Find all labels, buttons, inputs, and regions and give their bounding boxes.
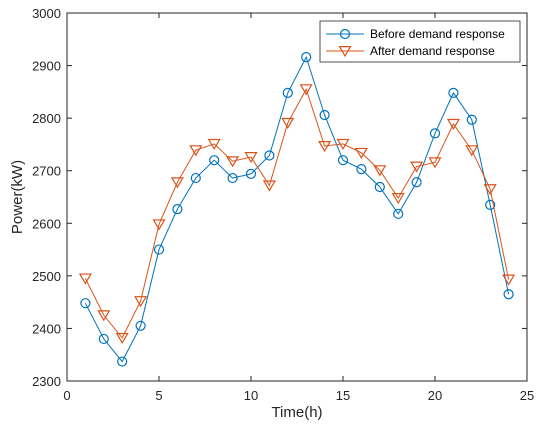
data-point bbox=[301, 52, 312, 63]
data-point bbox=[78, 273, 92, 285]
data-point bbox=[391, 193, 405, 205]
x-tick-label: 20 bbox=[428, 388, 442, 403]
x-tick-label: 15 bbox=[336, 388, 350, 403]
series-line bbox=[84, 55, 510, 363]
y-tick-label: 2300 bbox=[32, 374, 61, 389]
y-axis-title: Power(kW) bbox=[9, 160, 26, 234]
data-point bbox=[466, 114, 477, 125]
data-point bbox=[209, 155, 220, 166]
data-point bbox=[264, 150, 275, 161]
data-point bbox=[319, 109, 330, 121]
data-point bbox=[226, 156, 240, 168]
series-1 bbox=[78, 84, 516, 345]
y-tick-label: 3000 bbox=[32, 6, 61, 21]
legend: Before demand response After demand resp… bbox=[319, 20, 521, 63]
data-point bbox=[483, 184, 497, 196]
data-point bbox=[318, 141, 332, 153]
data-point bbox=[356, 164, 367, 175]
data-point bbox=[245, 168, 257, 179]
data-point bbox=[485, 199, 496, 210]
data-point bbox=[354, 147, 368, 159]
data-point bbox=[446, 118, 460, 131]
data-point bbox=[170, 177, 184, 189]
data-point bbox=[281, 117, 295, 130]
data-point bbox=[135, 320, 146, 331]
data-point bbox=[503, 289, 514, 300]
data-point bbox=[465, 145, 479, 157]
data-point bbox=[337, 155, 349, 166]
x-tick-label: 5 bbox=[155, 388, 162, 403]
series-0 bbox=[80, 52, 514, 367]
y-tick-label: 2400 bbox=[32, 321, 61, 336]
y-tick-label: 2900 bbox=[32, 59, 61, 74]
data-point bbox=[410, 161, 424, 173]
x-tick-label: 0 bbox=[63, 388, 70, 403]
data-point bbox=[98, 333, 109, 345]
data-point bbox=[282, 87, 293, 99]
data-point bbox=[115, 332, 129, 345]
ticks: 0 5 10 15 20 25 2300 2400 2500 2600 2700 2800 2900 30… bbox=[32, 6, 534, 403]
data-point bbox=[393, 208, 404, 219]
y-tick-label: 2800 bbox=[32, 111, 61, 126]
legend-marker-shape bbox=[338, 45, 352, 58]
data-point bbox=[134, 296, 148, 308]
y-tick-label: 2600 bbox=[32, 216, 61, 231]
data-point bbox=[262, 180, 276, 192]
legend-marker-before bbox=[339, 28, 351, 40]
x-tick-label: 10 bbox=[244, 388, 258, 403]
data-point bbox=[411, 177, 422, 188]
data-point bbox=[189, 145, 203, 157]
data-point bbox=[448, 87, 459, 99]
legend-box bbox=[319, 20, 521, 63]
data-point bbox=[244, 152, 258, 164]
series-line bbox=[84, 87, 510, 339]
data-point bbox=[374, 181, 385, 193]
data-point bbox=[373, 165, 387, 177]
data-point bbox=[428, 157, 442, 169]
legend-marker-after bbox=[338, 45, 352, 58]
data-point bbox=[299, 84, 313, 96]
data-point bbox=[207, 138, 221, 151]
data-point bbox=[117, 356, 128, 367]
data-point bbox=[152, 219, 166, 231]
data-point bbox=[80, 298, 91, 309]
data-point bbox=[172, 203, 183, 215]
data-point bbox=[336, 138, 350, 151]
data-point bbox=[502, 274, 516, 286]
legend-label-after: After demand response bbox=[370, 44, 495, 58]
x-tick-label: 25 bbox=[520, 388, 534, 403]
y-tick-label: 2700 bbox=[32, 164, 61, 179]
data-point bbox=[153, 244, 165, 255]
y-tick-label: 2500 bbox=[32, 269, 61, 284]
legend-label-before: Before demand response bbox=[370, 27, 505, 41]
legend-marker-shape bbox=[339, 28, 351, 40]
data-point bbox=[97, 310, 111, 322]
series-layer bbox=[78, 52, 516, 367]
data-point bbox=[227, 172, 238, 184]
data-point bbox=[429, 128, 441, 139]
data-point bbox=[190, 172, 201, 184]
x-axis-title: Time(h) bbox=[271, 404, 322, 421]
